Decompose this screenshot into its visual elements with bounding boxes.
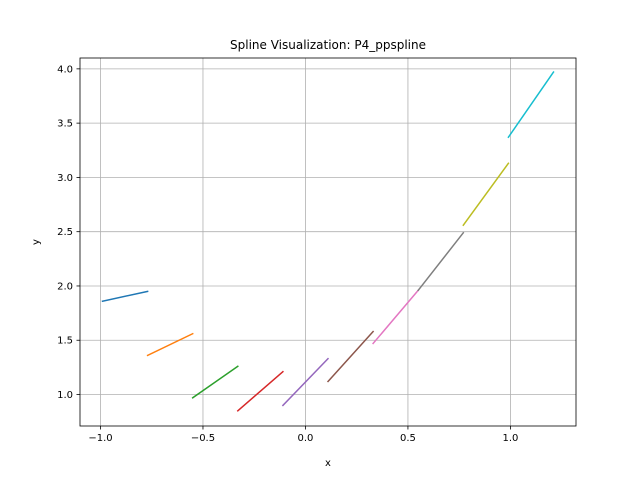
x-axis: −1.0 −0.5 0.0 0.5 1.0 [88, 426, 518, 444]
spline-segment-4 [236, 370, 284, 412]
x-tick-label: −0.5 [191, 433, 215, 444]
series-group [101, 71, 555, 412]
y-axis-label: y [31, 239, 42, 245]
x-tick-label: −1.0 [88, 433, 112, 444]
spline-segment-10 [507, 71, 555, 139]
y-tick-label: 3.0 [57, 173, 73, 184]
y-tick-label: 2.0 [57, 281, 73, 292]
spline-segment-8 [417, 231, 465, 292]
grid [80, 58, 576, 426]
spline-segment-2 [146, 332, 194, 357]
chart-title: Spline Visualization: P4_ppspline [230, 38, 426, 52]
plot-area-frame [79, 57, 577, 427]
y-tick-label: 3.5 [57, 119, 73, 130]
y-tick-label: 1.5 [57, 336, 73, 347]
spline-segment-1 [101, 290, 149, 303]
spline-segment-9 [462, 162, 510, 227]
x-tick-label: 0.5 [400, 433, 416, 444]
x-axis-label: x [325, 458, 331, 469]
spline-segment-5 [281, 357, 330, 407]
y-tick-label: 2.5 [57, 227, 73, 238]
spline-segment-3 [191, 365, 239, 399]
y-tick-label: 1.0 [57, 390, 73, 401]
y-axis: 1.0 1.5 2.0 2.5 3.0 3.5 4.0 [57, 64, 80, 401]
x-tick-label: 0.0 [298, 433, 314, 444]
x-tick-label: 1.0 [502, 433, 518, 444]
spline-segment-7 [372, 289, 420, 345]
y-tick-label: 4.0 [57, 64, 73, 75]
spline-segment-6 [326, 330, 375, 383]
